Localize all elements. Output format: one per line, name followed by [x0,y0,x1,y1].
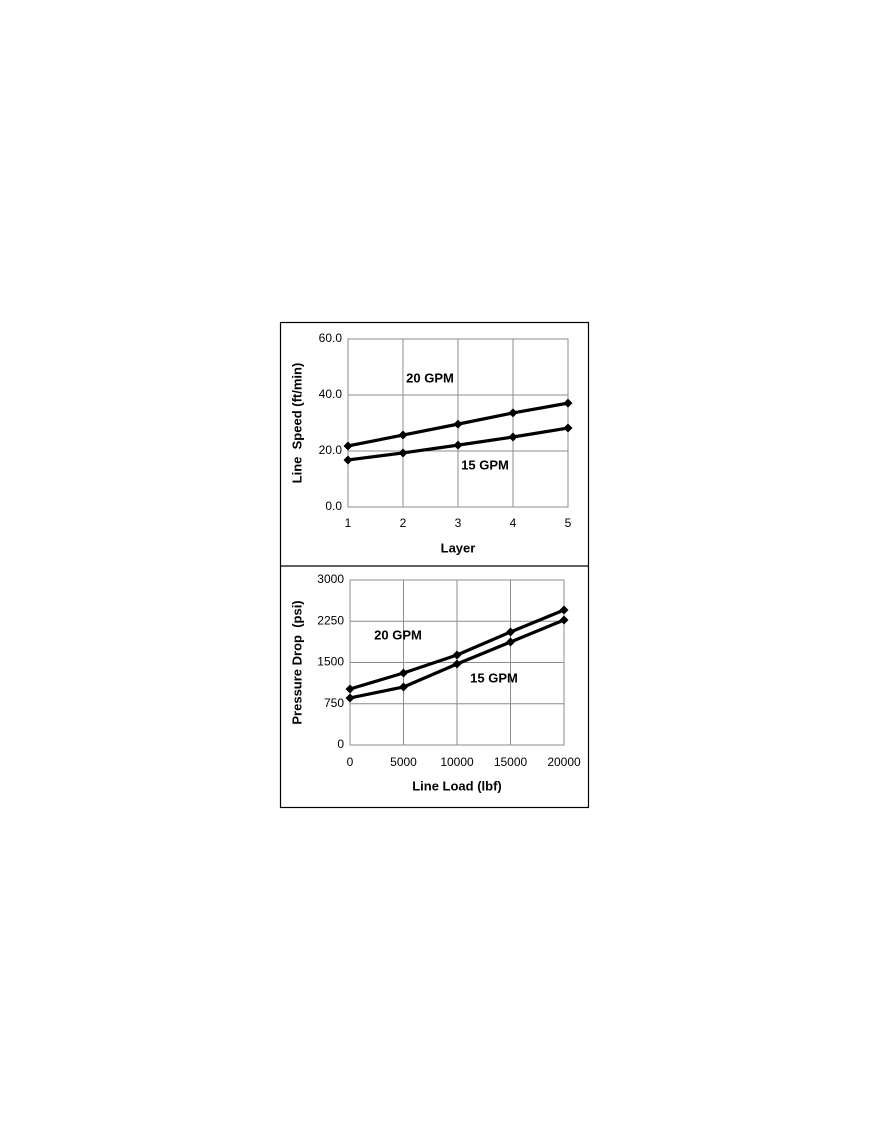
y-tick-label: 750 [324,696,344,710]
series-annotation: 15 GPM [461,457,509,472]
marker [559,615,569,625]
marker [508,432,518,442]
marker [398,448,408,458]
y-tick-label: 0 [337,737,344,751]
x-tick-label: 4 [510,516,517,530]
x-tick-label: 1 [345,516,352,530]
x-axis-label: Line Load (lbf) [412,778,502,793]
y-tick-label: 60.0 [319,331,343,345]
marker [398,430,408,440]
marker [345,684,355,694]
y-axis-label: Pressure Drop (psi) [289,600,304,724]
y-tick-label: 20.0 [319,443,343,457]
marker [399,682,408,692]
y-tick-label: 0.0 [325,499,342,513]
y-axis-label: Line Speed (ft/min) [289,363,304,484]
marker [399,668,408,678]
x-tick-label: 3 [455,516,462,530]
plot-border [349,579,565,746]
marker [508,408,518,418]
x-tick-label: 20000 [547,755,581,769]
x-tick-label: 5 [565,516,572,530]
y-tick-label: 2250 [317,613,344,627]
marker [563,423,573,433]
x-tick-label: 15000 [494,755,528,769]
y-tick-label: 1500 [317,655,344,669]
series-annotation: 15 GPM [470,670,518,685]
x-tick-label: 10000 [440,755,474,769]
marker [452,650,462,660]
marker [506,627,515,637]
marker [506,637,515,647]
x-axis-label: Layer [441,540,476,555]
x-tick-label: 2 [400,516,407,530]
x-tick-label: 5000 [390,755,417,769]
y-tick-label: 3000 [317,572,344,586]
marker [343,455,353,465]
y-tick-label: 40.0 [319,387,343,401]
x-tick-label: 0 [347,755,354,769]
series-annotation: 20 GPM [374,627,422,642]
marker [343,441,353,451]
marker [345,693,355,703]
marker [563,398,573,408]
marker [452,659,462,669]
marker [453,419,463,429]
marker [559,605,569,615]
figure-frame [279,321,590,809]
plot-border [347,338,569,508]
marker [453,440,463,450]
series-annotation: 20 GPM [406,370,454,385]
